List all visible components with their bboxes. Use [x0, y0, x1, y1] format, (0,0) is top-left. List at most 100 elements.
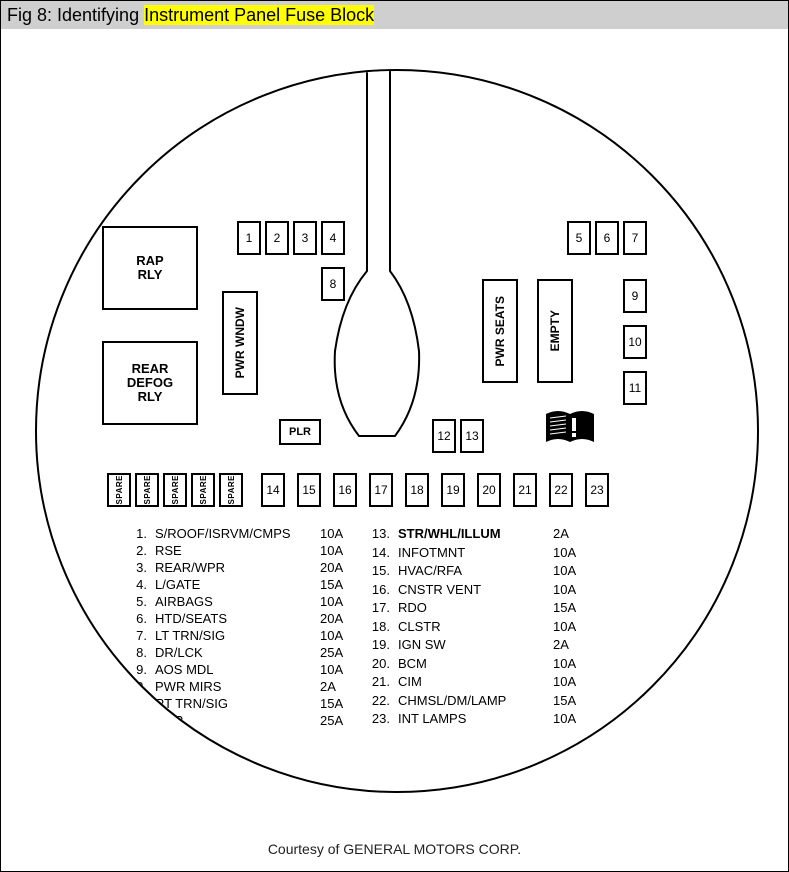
figure-title-bar: Fig 8: Identifying Instrument Panel Fuse…: [1, 1, 788, 29]
legend-name: HTD/SEATS: [155, 610, 320, 627]
legend-name: CNSTR VENT: [398, 581, 553, 600]
fuse-9: 9: [623, 279, 647, 313]
document-frame: Fig 8: Identifying Instrument Panel Fuse…: [0, 0, 789, 872]
legend-amp: 10A: [553, 710, 593, 729]
legend-name: L/GATE: [155, 576, 320, 593]
fuse-1: 1: [237, 221, 261, 255]
fuse-21: 21: [513, 473, 537, 507]
manual-icon: [542, 406, 602, 448]
fuse-5: 5: [567, 221, 591, 255]
legend-amp: 2A: [320, 678, 360, 695]
legend-amp: 25A: [320, 644, 360, 661]
fuse-11: 11: [623, 371, 647, 405]
relay-pwr-seats: PWR SEATS: [482, 279, 518, 383]
legend-amp: 20A: [320, 610, 360, 627]
fuse-2: 2: [265, 221, 289, 255]
fuse-spare-4: SPARE: [191, 473, 215, 507]
legend-num: 9.: [127, 661, 155, 678]
legend-name: INT LAMPS: [398, 710, 553, 729]
legend-name: HVAC/RFA: [398, 562, 553, 581]
relay-rear-defog: REAR DEFOG RLY: [102, 341, 198, 425]
legend-num: 18.: [370, 618, 398, 637]
legend-num: 14.: [370, 544, 398, 563]
legend-name: BCM: [398, 655, 553, 674]
legend-name: CLSTR: [398, 618, 553, 637]
fuse-10: 10: [623, 325, 647, 359]
legend-amp: 10A: [553, 581, 593, 600]
fuse-18: 18: [405, 473, 429, 507]
fuse-14: 14: [261, 473, 285, 507]
fuse-23: 23: [585, 473, 609, 507]
relay-plr: PLR: [279, 419, 321, 445]
legend-num: 15.: [370, 562, 398, 581]
fuse-4: 4: [321, 221, 345, 255]
fuse-20: 20: [477, 473, 501, 507]
legend-col-right: 13.STR/WHL/ILLUM2A14.INFOTMNT10A15.HVAC/…: [370, 525, 593, 729]
fuse-19: 19: [441, 473, 465, 507]
fuse-7: 7: [623, 221, 647, 255]
relay-empty: EMPTY: [537, 279, 573, 383]
legend-amp: 10A: [320, 661, 360, 678]
fuse-spare-2: SPARE: [135, 473, 159, 507]
legend-num: 16.: [370, 581, 398, 600]
legend-name: DR/LCK: [155, 644, 320, 661]
relay-pwr-wndw: PWR WNDW: [222, 291, 258, 395]
figure-title-prefix: Fig 8: Identifying: [7, 5, 144, 25]
fuse-legend: 1.S/ROOF/ISRVM/CMPS10A2.RSE10A3.REAR/WPR…: [127, 525, 593, 729]
fuse-spare-5: SPARE: [219, 473, 243, 507]
legend-amp: 2A: [553, 525, 593, 544]
legend-name: IGN SW: [398, 636, 553, 655]
legend-num: 22.: [370, 692, 398, 711]
legend-num: 2.: [127, 542, 155, 559]
legend-num: 13.: [370, 525, 398, 544]
fuse-spare-3: SPARE: [163, 473, 187, 507]
fuse-17: 17: [369, 473, 393, 507]
legend-name: AIRBAGS: [155, 593, 320, 610]
legend-num: 4.: [127, 576, 155, 593]
diagram-area: RAP RLY REAR DEFOG RLY PWR WNDW PWR SEAT…: [1, 29, 788, 871]
legend-num: 19.: [370, 636, 398, 655]
legend-amp: 10A: [553, 562, 593, 581]
legend-num: 8.: [127, 644, 155, 661]
fuse-8: 8: [321, 267, 345, 301]
legend-num: 17.: [370, 599, 398, 618]
legend-name: CHMSL/DM/LAMP: [398, 692, 553, 711]
legend-name: CIM: [398, 673, 553, 692]
legend-num: 6.: [127, 610, 155, 627]
relay-rap: RAP RLY: [102, 226, 198, 310]
legend-amp: 15A: [553, 692, 593, 711]
legend-amp: 10A: [320, 525, 360, 542]
legend-amp: 10A: [553, 655, 593, 674]
legend-num: 12.: [127, 712, 155, 729]
legend-amp: 15A: [320, 695, 360, 712]
legend-amp: 20A: [320, 559, 360, 576]
fuse-6: 6: [595, 221, 619, 255]
legend-name: AMP: [155, 712, 320, 729]
legend-amp: 10A: [553, 673, 593, 692]
fuse-3: 3: [293, 221, 317, 255]
legend-amp: 10A: [320, 593, 360, 610]
fuse-16: 16: [333, 473, 357, 507]
fuse-spare-1: SPARE: [107, 473, 131, 507]
legend-amp: 15A: [553, 599, 593, 618]
fuse-13: 13: [460, 419, 484, 453]
legend-amp: 25A: [320, 712, 360, 729]
legend-name: AOS MDL: [155, 661, 320, 678]
legend-name: RT TRN/SIG: [155, 695, 320, 712]
legend-amp: 10A: [320, 542, 360, 559]
legend-col-left: 1.S/ROOF/ISRVM/CMPS10A2.RSE10A3.REAR/WPR…: [127, 525, 360, 729]
legend-num: 7.: [127, 627, 155, 644]
legend-name: PWR MIRS: [155, 678, 320, 695]
legend-num: 10.: [127, 678, 155, 695]
legend-name: S/ROOF/ISRVM/CMPS: [155, 525, 320, 542]
legend-num: 20.: [370, 655, 398, 674]
legend-amp: 15A: [320, 576, 360, 593]
legend-name: RDO: [398, 599, 553, 618]
legend-name: STR/WHL/ILLUM: [398, 525, 553, 544]
legend-amp: 2A: [553, 636, 593, 655]
legend-name: INFOTMNT: [398, 544, 553, 563]
fuse-15: 15: [297, 473, 321, 507]
courtesy-text: Courtesy of GENERAL MOTORS CORP.: [1, 841, 788, 857]
legend-name: LT TRN/SIG: [155, 627, 320, 644]
legend-name: RSE: [155, 542, 320, 559]
